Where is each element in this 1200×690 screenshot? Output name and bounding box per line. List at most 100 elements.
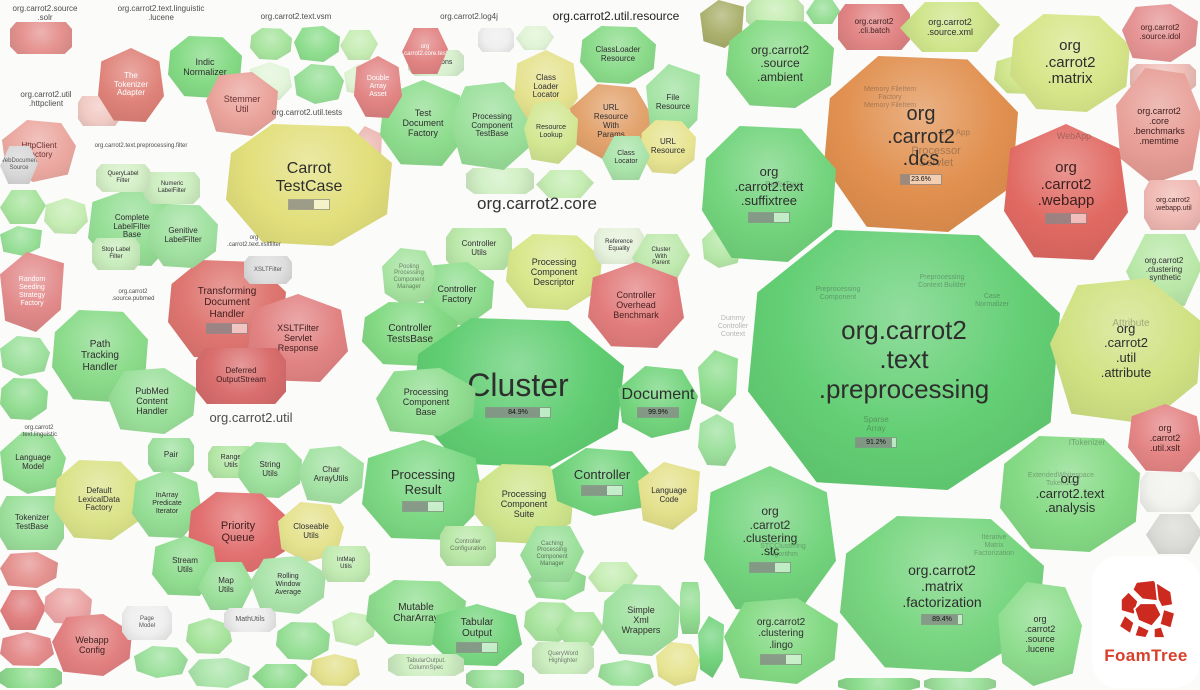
treemap-cell[interactable] [340,30,378,60]
treemap-cell-r-source-idol[interactable]: org.carrot2 .source.idol [1122,4,1198,62]
treemap-cell[interactable] [0,226,42,256]
treemap-cell-webapp-config[interactable]: Webapp Config [52,614,132,676]
treemap-cell-queryword-highlighter[interactable]: QueryWord Highlighter [532,642,594,674]
treemap-cell[interactable] [294,26,340,62]
treemap-cell[interactable] [186,618,232,654]
treemap-cell[interactable] [656,642,700,686]
treemap-cell-tabularoutput-columnspec[interactable]: TabularOutput. ColumnSpec [388,654,464,676]
treemap-cell[interactable] [1146,514,1200,554]
treemap-cell-genitive-labelfilter[interactable]: Genitive LabelFilter [148,204,218,268]
treemap-cell-pubmed-content-handler[interactable]: PubMed Content Handler [108,368,196,434]
treemap-cell[interactable] [466,168,534,194]
treemap-cell-r-suffixtree[interactable]: org .carrot2.text .suffixtree [702,126,836,262]
treemap-cell[interactable] [10,22,72,54]
treemap-cell[interactable] [0,336,50,376]
treemap-cell[interactable] [252,664,308,688]
treemap-cell-r-matrix[interactable]: org .carrot2 .matrix [1010,14,1130,112]
treemap-cell[interactable] [0,552,58,588]
treemap-cell-r-matrix-factorization[interactable]: org.carrot2 .matrix .factorization 89.4% [840,516,1044,672]
treemap-cell-xsltfilter[interactable]: XSLTFilter [244,256,292,284]
treemap-cell-r-webapp[interactable]: org .carrot2 .webapp [1004,124,1128,260]
treemap-cell[interactable] [0,668,62,688]
treemap-cell-default-lexicaldata-factory[interactable]: Default LexicalData Factory [54,460,144,540]
treemap-cell[interactable] [516,26,554,50]
treemap-cell-simple-xml-wrappers[interactable]: Simple Xml Wrappers [602,584,680,656]
treemap-cell-controller-configuration[interactable]: Controller Configuration [440,526,496,566]
treemap-cell-r-clustering-stc[interactable]: org .carrot2 .clustering .stc [704,466,836,612]
treemap-cell-processing-component-descriptor[interactable]: Processing Component Descriptor [506,234,602,310]
treemap-cell[interactable] [478,28,514,52]
treemap-cell-processing-component-testbase[interactable]: Processing Component TestBase [450,82,534,170]
treemap-cell-r-cli-batch[interactable]: org.carrot2 .cli.batch [838,4,910,50]
treemap-cell-processing-component-base[interactable]: Processing Component Base [376,368,476,436]
treemap-cell[interactable] [294,64,344,104]
treemap-cell[interactable] [698,414,736,466]
treemap-cell-tokenizer-adapter[interactable]: The Tokenizer Adapter [98,48,164,122]
treemap-cell-r-webapp-util[interactable]: org.carrot2 .webapp.util [1144,180,1200,230]
treemap-cell[interactable] [924,678,996,690]
treemap-cell[interactable] [698,616,724,678]
treemap-cell[interactable] [466,670,524,688]
treemap-cell-random-seeding-strategy-factory[interactable]: Random Seeding Strategy Factory [0,252,64,332]
treemap-cell-pair[interactable]: Pair [148,438,194,472]
treemap-cell-char-arrayutils[interactable]: Char ArrayUtils [298,446,364,504]
cell-label: Class Loader Locator [532,72,560,100]
treemap-cell-classloader-resource[interactable]: ClassLoader Resource [580,26,656,84]
cell-label: Language Code [651,486,687,504]
treemap-cell-r-clustering-lingo[interactable]: org.carrot2 .clustering .lingo [724,598,838,684]
treemap-cell-core-test[interactable]: org .carrot2.core.test [402,28,448,74]
treemap-cell-r-preprocessing[interactable]: org.carrot2 .text .preprocessing [748,230,1060,490]
treemap-cell[interactable] [0,632,54,666]
treemap-cell[interactable] [134,646,188,678]
treemap-cell[interactable] [598,660,654,686]
treemap-cell-r-source-ambient[interactable]: org.carrot2 .source .ambient [726,20,834,108]
treemap-cell-page-model[interactable]: Page Model [122,606,172,640]
treemap-cell[interactable] [680,582,700,634]
treemap-cell-controller-overhead-benchmark[interactable]: Controller Overhead Benchmark [588,262,684,348]
treemap-cell-intmap-utils[interactable]: IntMap Utils [322,546,370,582]
treemap-cell[interactable] [310,654,360,686]
foamtree-logo[interactable]: FoamTree [1092,556,1200,688]
treemap-cell-r-util-attribute[interactable]: org .carrot2 .util .attribute [1050,278,1200,424]
treemap-cell[interactable] [1140,472,1200,512]
treemap-cell-querylabelfilter[interactable]: QueryLabel Filter [96,164,150,192]
treemap-cell-r-text-analysis[interactable]: org .carrot2.text .analysis [1000,436,1140,552]
treemap-cell-mathutils[interactable]: MathUtils [224,608,276,632]
treemap-cell-tokenizer-testbase[interactable]: Tokenizer TestBase [0,496,64,550]
treemap-cell-rolling-window-average[interactable]: Rolling Window Average [250,556,326,614]
treemap-cell-path-tracking-handler[interactable]: Path Tracking Handler [52,310,148,402]
treemap-cell[interactable] [250,28,292,60]
treemap-cell-r-dcs[interactable]: org .carrot2 .dcs 23.6% [824,56,1018,232]
treemap-cell-string-utils[interactable]: String Utils [238,442,302,498]
treemap-cell-caching-pcm[interactable]: Caching Processing Component Manager [520,526,584,582]
treemap-cell-r-util-xslt[interactable]: org .carrot2 .util.xslt [1128,404,1200,472]
usage-bar [581,485,623,497]
treemap-cell-resource-lookup[interactable]: Resource Lookup [524,100,578,164]
treemap-cell[interactable] [698,350,738,412]
treemap-cell[interactable] [0,190,46,224]
treemap-cell-r-memtime[interactable]: org.carrot2 .core .benchmarks .memtime [1116,68,1200,184]
treemap-cell-processing-result[interactable]: Processing Result [362,440,484,540]
treemap-cell[interactable] [806,0,840,24]
treemap-cell-pooling-pcm[interactable]: Pooling Processing Component Manager [382,248,436,306]
treemap-cell-deferred-outputstream[interactable]: Deferred OutputStream [196,348,286,404]
treemap-cell[interactable] [44,198,88,234]
treemap-cell-map-utils[interactable]: Map Utils [198,562,254,610]
treemap-cell-indic-normalizer[interactable]: Indic Normalizer [168,36,242,98]
treemap-cell-carrot-testcase[interactable]: Carrot TestCase [226,124,392,246]
treemap-cell-r-source-lucene[interactable]: org .carrot2 .source .lucene [998,582,1082,686]
treemap-cell[interactable] [838,678,920,690]
treemap-cell-r-source-xml[interactable]: org.carrot2 .source.xml [900,2,1000,52]
treemap-cell[interactable] [0,378,48,420]
treemap-cell-stop-label-filter[interactable]: Stop Label Filter [92,238,140,270]
treemap-cell-controller[interactable]: Controller [552,448,652,516]
treemap-cell-language-model[interactable]: Language Model [0,432,66,494]
treemap-cell-numeric-labelfilter[interactable]: Numeric LabelFilter [144,172,200,204]
treemap-cell-document[interactable]: Document 99.9% [618,366,698,438]
treemap-cell-stemmer-util[interactable]: Stemmer Util [206,72,278,136]
treemap-cell-double-array-asset[interactable]: Double Array Asset [354,56,402,118]
treemap-cell[interactable] [188,658,250,688]
treemap-cell-url-resource[interactable]: URL Resource [640,120,696,174]
treemap-cell[interactable] [0,590,46,630]
treemap-cell[interactable] [276,622,330,660]
